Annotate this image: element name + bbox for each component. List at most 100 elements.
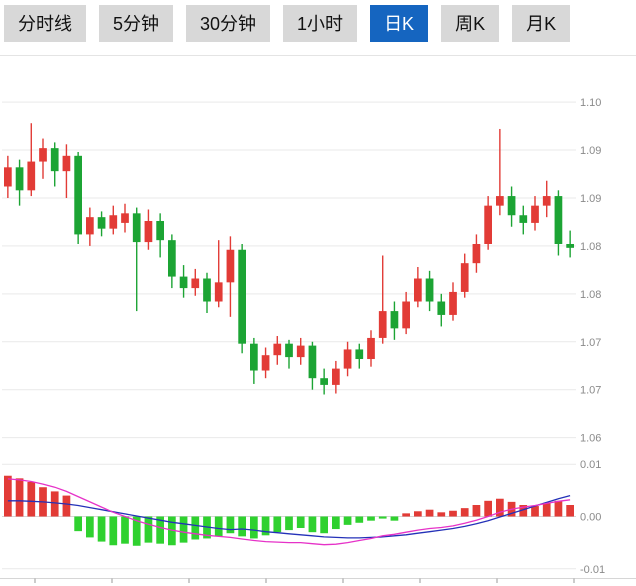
candle-body (519, 215, 528, 223)
macd-bar (542, 502, 551, 517)
price-tick-label: 1.07 (580, 385, 601, 397)
candle-body (332, 368, 340, 385)
candle-body (449, 291, 457, 315)
macd-bar (27, 482, 36, 517)
candle-body (109, 215, 118, 229)
macd-bar (250, 516, 258, 539)
candle-body (27, 161, 36, 191)
macd-bar (343, 516, 352, 525)
header-divider (0, 55, 636, 56)
macd-bar (355, 516, 364, 523)
macd-tick-label: 0.01 (580, 459, 601, 471)
candle-body (308, 345, 317, 379)
tab-30min[interactable]: 30分钟 (186, 5, 271, 42)
price-tick-label: 1.10 (580, 97, 601, 109)
candle-body (168, 240, 176, 277)
macd-bar (402, 513, 410, 517)
candle-body (507, 196, 516, 216)
macd-bar (285, 516, 293, 531)
candle-body (378, 311, 387, 338)
macd-bar (214, 516, 223, 537)
macd-bar (332, 516, 340, 530)
candle-body (414, 278, 422, 302)
candle-body (191, 278, 200, 289)
timeframe-tabbar: 分时线 5分钟 30分钟 1小时 日K 周K 月K (0, 0, 636, 42)
macd-bar (566, 505, 574, 517)
tab-timeline[interactable]: 分时线 (4, 5, 86, 42)
macd-bar (414, 511, 422, 517)
candle-body (121, 213, 129, 223)
candle-body (62, 155, 71, 172)
candle-body (156, 220, 164, 241)
candle-body (261, 355, 270, 371)
candle-body (273, 343, 282, 356)
macd-bar (261, 516, 270, 536)
macd-bar (378, 516, 387, 519)
tab-monthly-k[interactable]: 月K (512, 5, 571, 42)
macd-bar (273, 516, 282, 533)
candle-body (144, 220, 153, 243)
macd-bar (4, 475, 12, 517)
macd-bar (132, 516, 141, 546)
macd-bar (460, 508, 469, 517)
candle-body (554, 196, 563, 244)
macd-bar (238, 516, 246, 537)
macd-tick-label: 0.00 (580, 512, 601, 524)
macd-bar (191, 516, 200, 540)
macd-bar (121, 516, 129, 544)
price-tick-label: 1.09 (580, 145, 601, 157)
macd-bar (496, 498, 504, 517)
candlestick-chart-canvas[interactable]: 1.10 1.09 1.09 1.08 1.08 1.07 1.07 1.06 0.01 0.00… (0, 56, 636, 583)
candle-body (472, 243, 481, 264)
candle-body (296, 345, 305, 358)
macd-bar (15, 478, 24, 517)
candle-body (238, 249, 246, 344)
candle-body (542, 196, 551, 206)
candle-body (355, 349, 364, 360)
macd-bar (519, 505, 528, 517)
tab-5min[interactable]: 5分钟 (99, 5, 174, 42)
macd-bar (484, 500, 492, 517)
candle-body (460, 263, 469, 292)
candle-body (226, 249, 235, 283)
macd-bar (86, 516, 94, 538)
candle-body (179, 276, 188, 289)
candle-body (390, 311, 399, 329)
candle-body (425, 278, 434, 302)
macd-bar (308, 516, 317, 533)
dif-line (7, 478, 571, 546)
candle-body (566, 243, 574, 248)
candle-body (4, 167, 12, 187)
macd-bar (296, 516, 305, 528)
price-tick-label: 1.08 (580, 289, 601, 301)
macd-bar (144, 516, 153, 543)
header-spacer (0, 42, 636, 55)
price-axis-labels: 1.10 1.09 1.09 1.08 1.08 1.07 1.07 1.06 (580, 97, 601, 444)
candle-body (437, 301, 446, 315)
candle-body (402, 301, 410, 329)
tab-daily-k[interactable]: 日K (370, 5, 429, 42)
tab-weekly-k[interactable]: 周K (441, 5, 500, 42)
candle-body (97, 217, 106, 229)
macd-bar (168, 516, 176, 546)
candle-body (343, 349, 352, 369)
price-tick-label: 1.09 (580, 193, 601, 205)
macd-bar (156, 516, 164, 544)
candle-body (86, 217, 94, 235)
price-tick-label: 1.07 (580, 337, 601, 349)
macd-bar (62, 495, 71, 517)
macd-bar (367, 516, 375, 521)
candle-body (531, 205, 539, 223)
candle-body (203, 278, 211, 302)
candle-body (250, 343, 258, 371)
candle-body (320, 378, 328, 385)
price-tick-label: 1.06 (580, 433, 601, 445)
x-axis (0, 578, 636, 583)
macd-bar (97, 516, 106, 542)
macd-bar (320, 516, 328, 534)
tab-1hour[interactable]: 1小时 (283, 5, 358, 42)
candles (4, 123, 574, 395)
macd-bar (531, 506, 539, 517)
candle-body (74, 155, 82, 235)
